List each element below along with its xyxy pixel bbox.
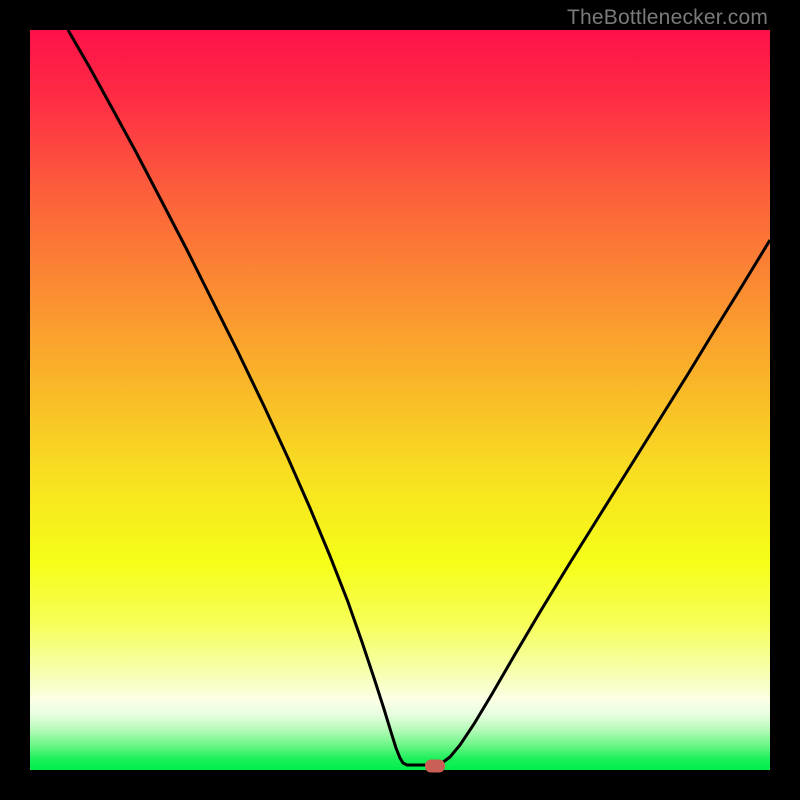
chart-svg [0, 0, 800, 800]
watermark-text: TheBottlenecker.com [567, 6, 768, 30]
bottleneck-marker [425, 760, 445, 773]
bottleneck-curve [68, 30, 770, 765]
gradient-background [30, 30, 770, 770]
chart-stage: TheBottlenecker.com [0, 0, 800, 800]
